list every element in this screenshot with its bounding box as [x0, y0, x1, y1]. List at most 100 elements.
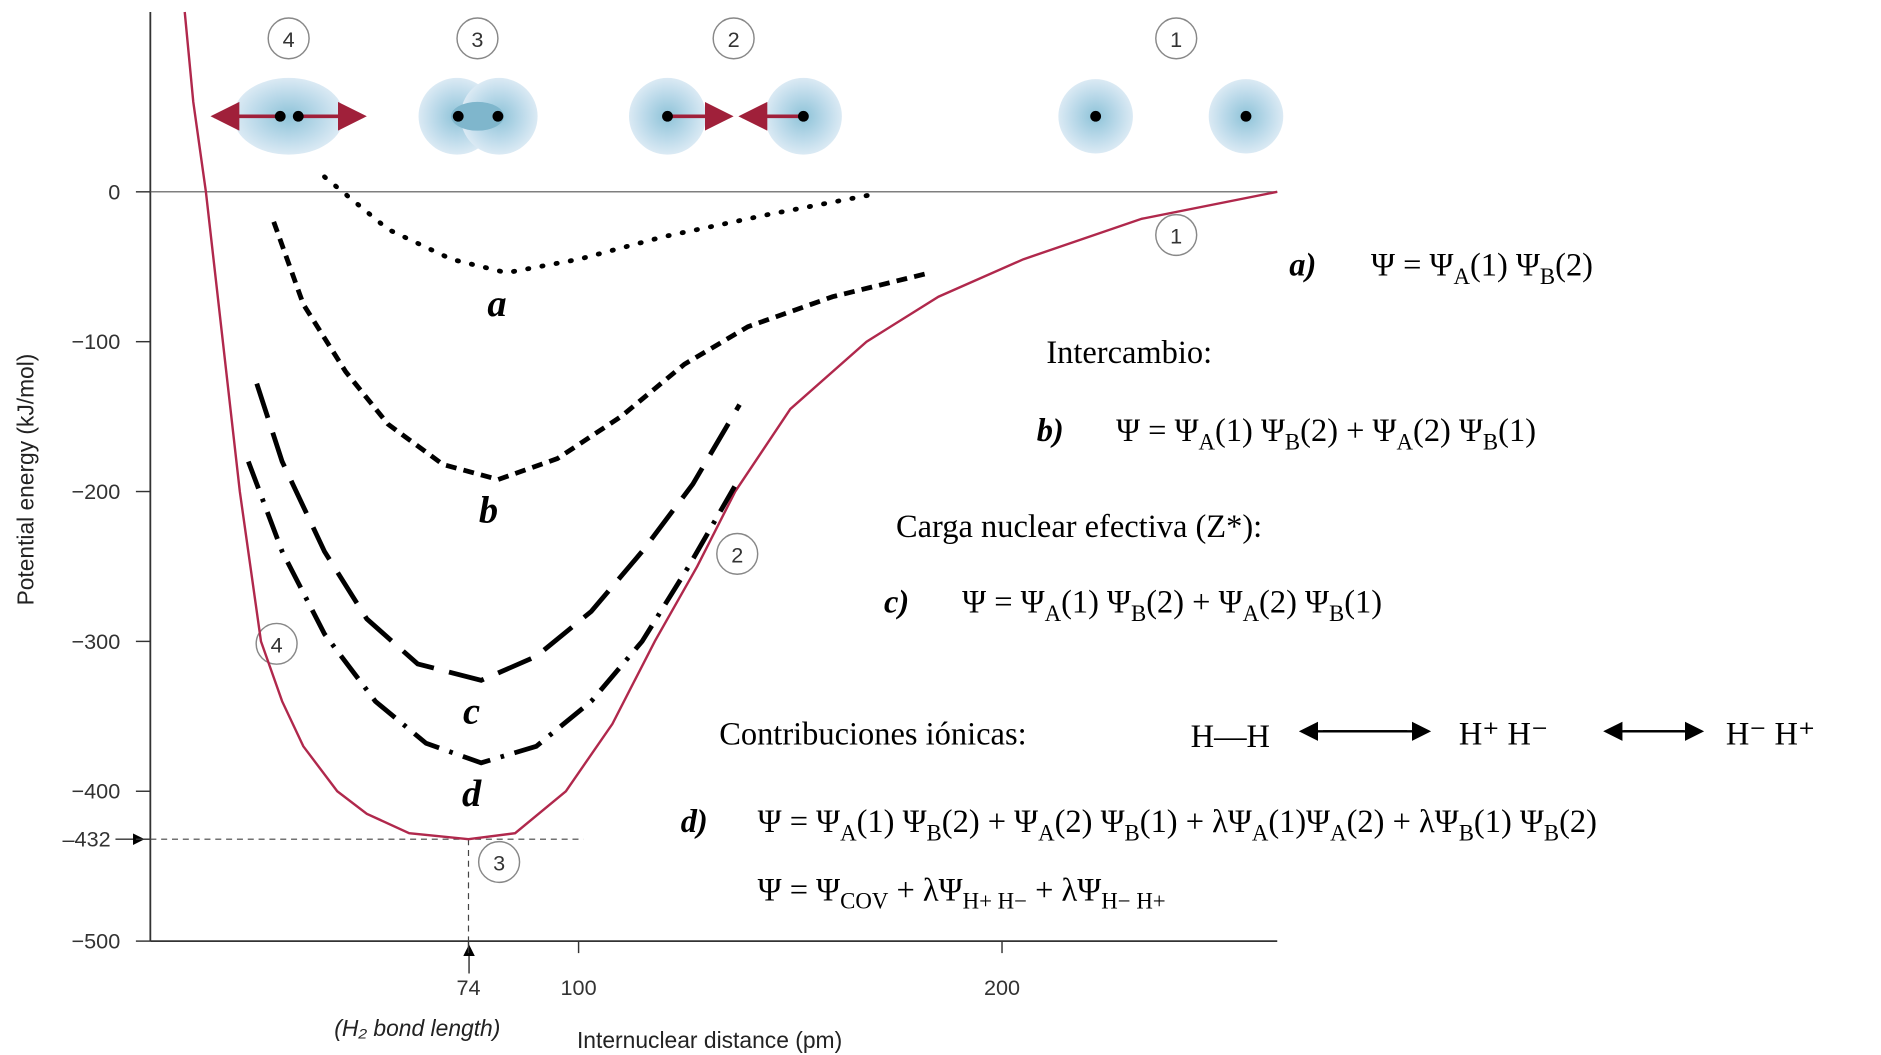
y-tick-label: 0: [108, 179, 120, 204]
nucleus: [1240, 110, 1252, 122]
curve-point-label: 4: [271, 633, 283, 658]
series-line: [254, 382, 742, 683]
equation-part: Ψ = Ψ: [758, 804, 841, 840]
equation-part: (1) Ψ: [1474, 804, 1544, 840]
series-line: [322, 174, 874, 276]
section-heading: Carga nuclear efectiva (Z*):: [896, 509, 1262, 545]
y-axis-title: Potential energy (kJ/mol): [13, 354, 39, 606]
series-label: a: [487, 283, 506, 325]
y-tick-label: −500: [72, 929, 121, 954]
equation: Ψ = ΨA(1) ΨB(2): [1371, 248, 1593, 289]
equation-subscript: B: [1131, 601, 1146, 626]
nucleus: [274, 110, 286, 122]
equation-subscript: B: [1459, 820, 1474, 845]
equation-part: (1): [1344, 585, 1382, 621]
equation-part: (1) Ψ: [1215, 413, 1285, 449]
series-line: [246, 460, 738, 766]
equation-part: (2) Ψ: [1055, 804, 1125, 840]
section-heading: Intercambio:: [1046, 335, 1212, 371]
series-label: d: [462, 773, 482, 815]
stage-circle: [1155, 17, 1198, 60]
equation-part: (2) + Ψ: [1300, 413, 1396, 449]
equation-part: (2) + Ψ: [1146, 585, 1242, 621]
equation-part: (1) Ψ: [857, 804, 927, 840]
equation-part: Ψ = Ψ: [1116, 413, 1199, 449]
equation-label: c): [884, 585, 909, 621]
equation-subscript: H+ H−: [963, 889, 1027, 914]
equation-subscript: A: [1199, 430, 1216, 455]
equation-part: (2) Ψ: [1259, 585, 1329, 621]
nucleus: [452, 110, 464, 122]
equation-part: + λΨ: [1027, 872, 1101, 908]
y-tick-label: −300: [72, 629, 121, 654]
y-tick-label: −100: [72, 329, 121, 354]
equation-part: (2): [1559, 804, 1597, 840]
equation: Ψ = ΨA(1) ΨB(2) + ΨA(2) ΨB(1): [962, 585, 1382, 626]
x-tick-label: 200: [984, 975, 1020, 1000]
equation-part: (2) Ψ: [1413, 413, 1483, 449]
equation-subscript: B: [1329, 601, 1344, 626]
nucleus: [662, 110, 673, 122]
equation-subscript: B: [1540, 264, 1555, 289]
series-line: [183, 11, 1278, 841]
electron-cloud: [233, 77, 344, 155]
x-tick-label: 74: [456, 975, 480, 1000]
nucleus: [492, 110, 504, 122]
equation-part: Ψ = Ψ: [758, 872, 841, 908]
electron-cloud: [451, 101, 504, 131]
series-label: c: [463, 691, 480, 733]
equation: Ψ = ΨA(1) ΨB(2) + ΨA(2) ΨB(1) + λΨA(1)ΨA…: [758, 804, 1597, 845]
y-tick-label: −200: [72, 479, 121, 504]
series-line: [271, 220, 931, 483]
x-axis-note: (H₂ bond length): [334, 1015, 500, 1041]
curve-point-label: 1: [1170, 224, 1182, 249]
resonance-form: H⁺ H⁻: [1459, 717, 1548, 753]
x-axis-title: Internuclear distance (pm): [577, 1027, 842, 1053]
nucleus: [1090, 110, 1102, 122]
equation-subscript: A: [840, 820, 857, 845]
equation-label: a): [1289, 248, 1316, 284]
equation-subscript: A: [1252, 820, 1269, 845]
equation-subscript: B: [927, 820, 942, 845]
molecule-illustrations: [210, 77, 1284, 155]
equation-part: Ψ = Ψ: [1371, 248, 1454, 284]
equation-subscript: B: [1125, 820, 1140, 845]
stage-circles: [255, 17, 1198, 884]
stage-label: 2: [728, 27, 740, 52]
nucleus: [797, 110, 809, 122]
equation-part: (1) + λΨ: [1140, 804, 1252, 840]
equation-part: (1) Ψ: [1061, 585, 1131, 621]
nucleus: [292, 110, 304, 122]
equation-subscript: COV: [840, 889, 889, 914]
y-tick-label: −400: [72, 779, 121, 804]
stage-labels: 4 3 2 1 1 2 4 3: [271, 27, 1183, 876]
equation-part: (2): [1555, 248, 1593, 284]
equation-subscript: B: [1544, 820, 1559, 845]
equation-part: Ψ = Ψ: [962, 585, 1045, 621]
equation-part: + λΨ: [888, 872, 962, 908]
stage-label: 3: [471, 27, 483, 52]
stage-circle: [1155, 213, 1198, 257]
equation-part: (2) + Ψ: [942, 804, 1038, 840]
equation-subscript: A: [1045, 601, 1062, 626]
stage-circle: [456, 17, 499, 60]
stage-label: 4: [283, 27, 295, 52]
curve-point-label: 2: [731, 543, 743, 568]
stage-circle: [267, 17, 310, 60]
equation-part: (2) + λΨ: [1347, 804, 1459, 840]
section-heading: Contribuciones iónicas:: [719, 717, 1026, 753]
resonance-form: H⁻ H⁺: [1726, 717, 1815, 753]
stage-circle: [477, 840, 521, 884]
equation-subscript: H− H+: [1101, 889, 1165, 914]
equation-subscript: A: [1330, 820, 1347, 845]
equation-label: d): [681, 804, 708, 840]
stage-circle: [712, 17, 755, 60]
stage-label: 1: [1170, 27, 1182, 52]
equation: Ψ = ΨA(1) ΨB(2) + ΨA(2) ΨB(1): [1116, 413, 1536, 454]
stage-circle: [716, 532, 759, 575]
equation-subscript: A: [1397, 430, 1414, 455]
equation-subscript: A: [1243, 601, 1260, 626]
x-tick-label: 100: [561, 975, 597, 1000]
equation-subscript: B: [1285, 430, 1300, 455]
